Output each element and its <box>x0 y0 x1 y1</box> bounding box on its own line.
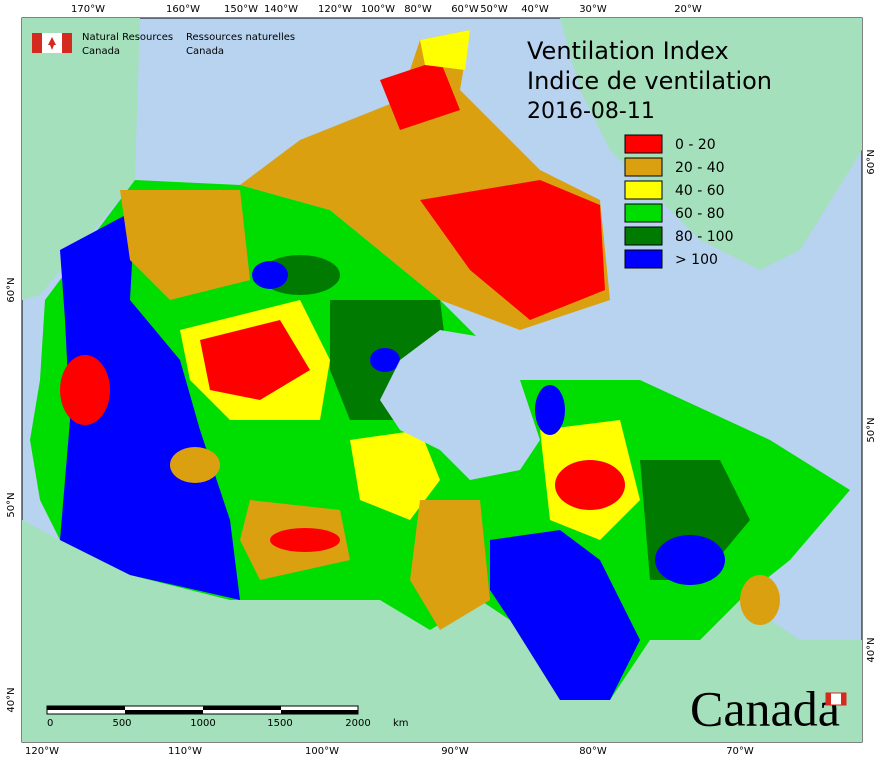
zone <box>60 210 240 600</box>
zone <box>535 385 565 435</box>
longitude-label: 80°W <box>579 746 607 757</box>
longitude-label: 100°W <box>361 4 395 15</box>
longitude-label: 120°W <box>25 746 59 757</box>
scale-bar <box>125 710 203 714</box>
legend-swatch <box>624 203 663 223</box>
scale-unit: km <box>393 718 409 729</box>
scale-label: 500 <box>112 718 131 729</box>
longitude-label: 120°W <box>318 4 352 15</box>
latitude-label: 50°N <box>6 492 17 517</box>
longitude-label: 160°W <box>166 4 200 15</box>
title: Ventilation Index <box>527 37 729 65</box>
wordmark-flag <box>826 693 831 705</box>
usa <box>22 520 862 742</box>
hudson-bay <box>380 330 540 480</box>
zone <box>490 530 640 700</box>
zone <box>420 180 605 320</box>
zone <box>380 60 460 130</box>
wordmark: Canada <box>690 680 840 736</box>
longitude-label: 140°W <box>264 4 298 15</box>
legend-swatch <box>624 249 663 269</box>
longitude-label: 30°W <box>579 4 607 15</box>
zone <box>420 30 470 70</box>
zone <box>350 430 440 520</box>
longitude-label: 150°W <box>224 4 258 15</box>
zone <box>60 355 110 425</box>
longitude-label: 110°W <box>168 746 202 757</box>
zone <box>555 460 625 510</box>
flag <box>48 37 56 50</box>
latitude-label: 60°N <box>6 277 17 302</box>
date: 2016-08-11 <box>527 99 655 124</box>
latitude-label: 50°N <box>866 417 877 442</box>
legend-label: 80 - 100 <box>675 229 734 245</box>
legend-label: > 100 <box>675 252 718 268</box>
latitude-label: 40°N <box>866 637 877 662</box>
agency-fr: Canada <box>186 46 224 57</box>
legend-swatch <box>624 180 663 200</box>
scale-label: 1500 <box>267 718 292 729</box>
legend-swatch <box>624 226 663 246</box>
scale-label: 1000 <box>190 718 215 729</box>
zone <box>270 528 340 552</box>
longitude-label: 90°W <box>441 746 469 757</box>
longitude-label: 100°W <box>305 746 339 757</box>
zone <box>120 190 250 300</box>
legend-swatch <box>624 134 663 154</box>
longitude-label: 40°W <box>521 4 549 15</box>
zone <box>655 535 725 585</box>
longitude-label: 20°W <box>674 4 702 15</box>
agency-en: Natural Resources <box>82 32 173 43</box>
longitude-label: 60°W <box>451 4 479 15</box>
zone <box>200 320 310 400</box>
agency-fr: Ressources naturelles <box>186 32 295 43</box>
scale-bar <box>203 706 281 710</box>
scale-label: 2000 <box>345 718 370 729</box>
greenland <box>560 18 862 270</box>
title: Indice de ventilation <box>527 67 772 95</box>
longitude-label: 70°W <box>726 746 754 757</box>
zone <box>410 500 490 630</box>
latitude-label: 60°N <box>866 149 877 174</box>
zone <box>740 575 780 625</box>
legend-label: 60 - 80 <box>675 206 725 222</box>
longitude-label: 170°W <box>71 4 105 15</box>
zone <box>370 348 400 372</box>
zone <box>170 447 220 483</box>
legend-label: 40 - 60 <box>675 183 725 199</box>
scale-label: 0 <box>47 718 53 729</box>
scale-bar <box>47 706 125 710</box>
agency-en: Canada <box>82 46 120 57</box>
legend-label: 20 - 40 <box>675 160 725 176</box>
longitude-label: 80°W <box>404 4 432 15</box>
legend-label: 0 - 20 <box>675 137 716 153</box>
longitude-label: 50°W <box>480 4 508 15</box>
latitude-label: 40°N <box>6 687 17 712</box>
flag <box>32 33 42 53</box>
scale-bar <box>281 710 358 714</box>
wordmark-flag <box>841 693 846 705</box>
flag <box>62 33 72 53</box>
legend-swatch <box>624 157 663 177</box>
zone <box>252 261 288 289</box>
alaska <box>22 18 140 300</box>
